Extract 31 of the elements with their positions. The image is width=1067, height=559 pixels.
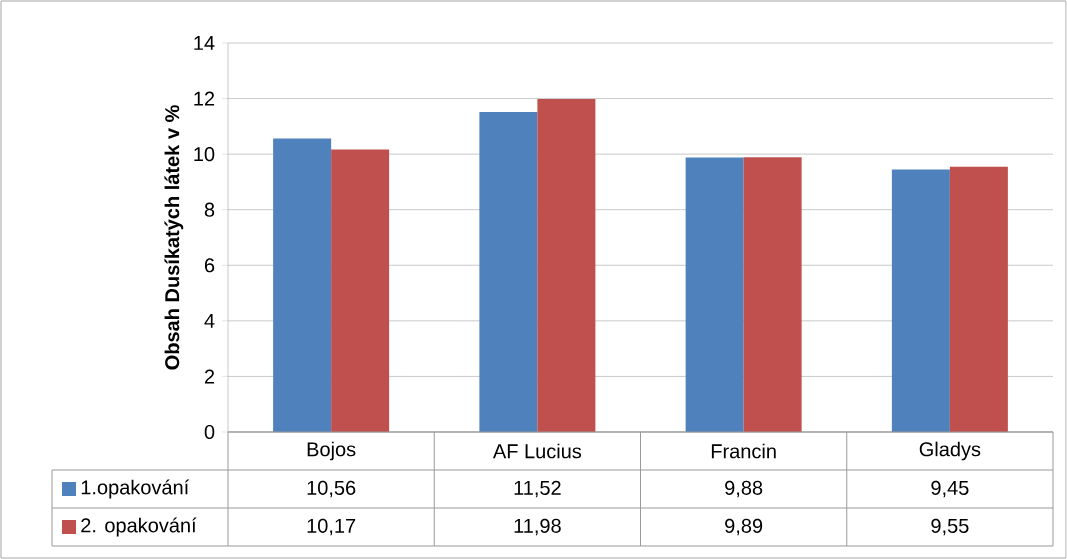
x-tick-label: AF Lucius [492, 443, 582, 459]
y-axis-title: Obsah Dusíkatých látek v % [164, 105, 184, 370]
legend-label: 1.opakování [81, 479, 190, 499]
x-tick-label: Bojos [307, 441, 356, 461]
bar [891, 169, 950, 432]
y-tick-label: 4 [204, 313, 215, 328]
legend-label: 2. opakování [81, 517, 197, 537]
y-tick-label: 8 [204, 202, 215, 217]
data-label: 11,98 [514, 518, 561, 536]
bar [479, 111, 538, 432]
data-label: 11,52 [514, 480, 561, 498]
bar [331, 149, 390, 432]
y-tick-label: 10 [194, 147, 215, 162]
y-tick-label: 6 [204, 258, 215, 273]
data-label: 9,45 [931, 480, 969, 498]
bar [273, 138, 332, 432]
y-tick-label: 12 [194, 91, 215, 106]
bar [537, 99, 596, 432]
bar [685, 157, 744, 432]
data-label: 9,89 [725, 518, 763, 536]
data-label: 10,56 [307, 480, 356, 498]
data-label: 9,88 [725, 480, 763, 498]
y-tick-label: 0 [204, 424, 215, 440]
bar [743, 157, 802, 432]
y-tick-label: 14 [194, 36, 215, 50]
x-tick-label: Francin [711, 443, 776, 459]
data-label: 10,17 [307, 518, 356, 536]
x-tick-label: Gladys [919, 441, 981, 461]
y-tick-label: 2 [204, 369, 215, 384]
bar [949, 166, 1008, 432]
data-label: 9,55 [931, 518, 969, 536]
